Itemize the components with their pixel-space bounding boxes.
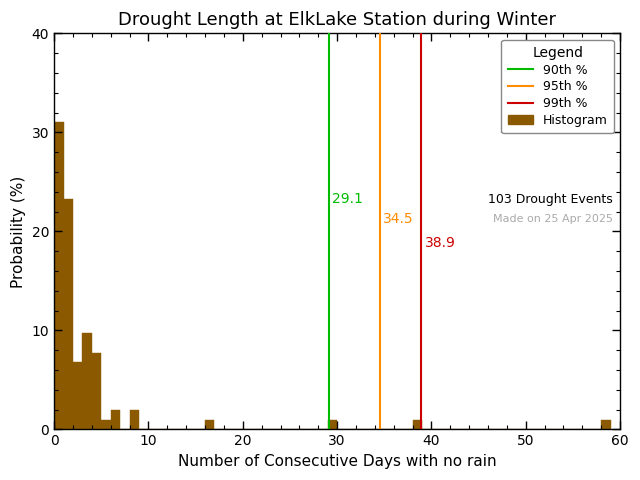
Bar [413,420,422,430]
Bar [63,199,73,430]
Bar [92,352,101,430]
Text: 103 Drought Events: 103 Drought Events [488,193,613,206]
Legend: 90th %, 95th %, 99th %, Histogram: 90th %, 95th %, 99th %, Histogram [502,40,614,133]
Text: 29.1: 29.1 [332,192,364,206]
X-axis label: Number of Consecutive Days with no rain: Number of Consecutive Days with no rain [178,454,497,469]
Bar [54,122,63,430]
Bar [101,420,111,430]
Bar [130,410,139,430]
Text: 38.9: 38.9 [425,237,456,251]
Bar [328,420,337,430]
Text: 34.5: 34.5 [383,212,414,226]
Text: Made on 25 Apr 2025: Made on 25 Apr 2025 [493,214,613,224]
Bar [83,333,92,430]
Title: Drought Length at ElkLake Station during Winter: Drought Length at ElkLake Station during… [118,11,556,29]
Bar [73,362,83,430]
Bar [205,420,214,430]
Y-axis label: Probability (%): Probability (%) [11,175,26,288]
Bar [601,420,611,430]
Bar [111,410,120,430]
